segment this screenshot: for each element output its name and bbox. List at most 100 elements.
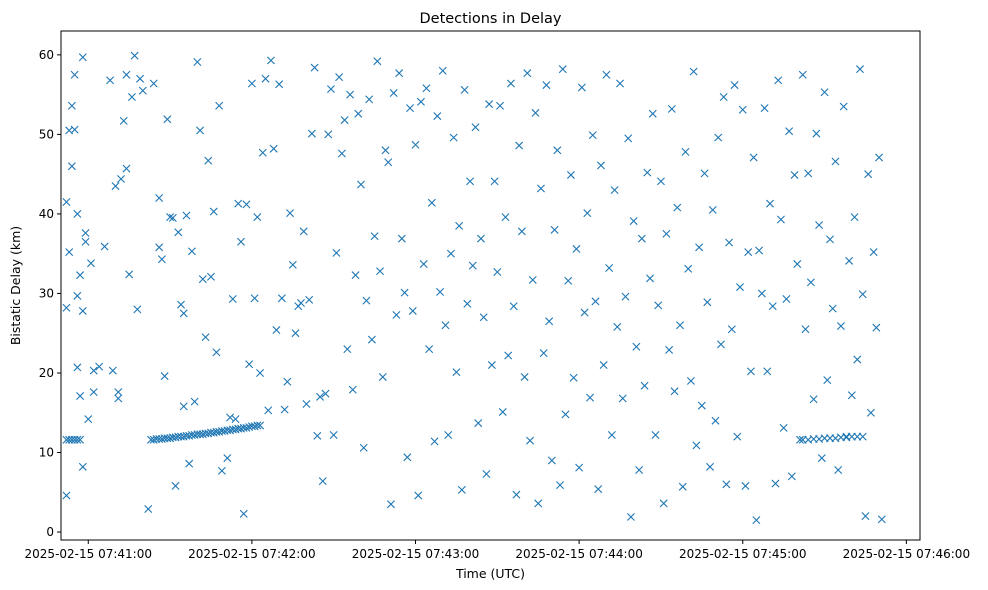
data-point <box>187 247 196 256</box>
data-point <box>433 112 442 121</box>
x-tick-label: 2025-02-15 07:46:00 <box>843 547 970 561</box>
data-point <box>812 129 821 138</box>
data-point <box>264 406 273 415</box>
y-tick-label: 40 <box>39 207 54 221</box>
data-point <box>823 376 832 385</box>
data-point <box>719 93 728 101</box>
data-point <box>217 466 226 475</box>
data-point <box>485 100 494 109</box>
data-point <box>796 435 805 444</box>
data-point <box>127 93 136 101</box>
data-point <box>95 362 104 371</box>
y-axis-label: Bistatic Delay (km) <box>8 226 23 345</box>
data-point <box>716 340 725 349</box>
data-point <box>714 133 723 142</box>
data-point <box>455 221 464 230</box>
data-point <box>536 184 545 193</box>
data-point <box>768 302 777 311</box>
data-point <box>569 373 578 382</box>
data-point <box>321 389 330 398</box>
data-point <box>602 70 611 79</box>
data-point <box>662 229 671 238</box>
data-point <box>179 309 188 318</box>
data-point <box>727 325 736 334</box>
data-point <box>73 363 82 372</box>
scatter-points <box>62 51 886 525</box>
data-point <box>258 148 267 157</box>
data-point <box>373 57 382 66</box>
data-point <box>760 104 769 113</box>
x-axis-label: Time (UTC) <box>455 566 525 581</box>
data-point <box>632 342 641 351</box>
data-point <box>114 388 123 397</box>
data-point <box>67 101 76 110</box>
x-tick-label: 2025-02-15 07:43:00 <box>352 547 479 561</box>
data-point <box>517 227 526 236</box>
y-tick-label: 20 <box>39 366 54 380</box>
data-point <box>741 481 750 490</box>
data-point <box>686 376 695 385</box>
data-point <box>406 104 415 113</box>
data-point <box>487 361 496 370</box>
data-point <box>108 366 117 375</box>
data-point <box>550 225 559 234</box>
x-tick-label: 2025-02-15 07:45:00 <box>679 547 806 561</box>
data-point <box>801 325 810 334</box>
data-point <box>348 385 357 394</box>
data-point <box>711 416 720 425</box>
data-point <box>236 237 245 246</box>
data-point <box>155 194 164 203</box>
data-point <box>610 186 619 195</box>
data-point <box>160 372 169 381</box>
data-point <box>78 462 87 471</box>
data-point <box>76 392 85 401</box>
data-point <box>280 405 289 414</box>
data-point <box>122 164 131 173</box>
data-point <box>752 516 761 525</box>
data-point <box>621 292 630 301</box>
data-point <box>182 211 191 220</box>
data-point <box>561 410 570 419</box>
data-point <box>659 499 668 508</box>
data-point <box>425 345 434 354</box>
data-point <box>416 97 425 106</box>
data-point <box>370 232 379 241</box>
data-point <box>790 170 799 179</box>
data-point <box>637 234 646 243</box>
data-point <box>430 437 439 446</box>
data-point <box>749 153 758 162</box>
data-point <box>395 69 404 78</box>
data-point <box>403 453 412 462</box>
data-point <box>607 431 616 440</box>
data-point <box>239 509 248 518</box>
data-point <box>471 123 480 132</box>
data-point <box>193 58 202 67</box>
data-point <box>286 209 295 218</box>
data-point <box>684 264 693 273</box>
data-point <box>787 472 796 481</box>
data-point <box>397 234 406 243</box>
data-point <box>809 395 818 404</box>
data-point <box>861 512 870 521</box>
data-point <box>247 79 256 88</box>
data-point <box>136 74 145 83</box>
data-point <box>226 413 235 422</box>
data-point <box>828 304 837 313</box>
data-point <box>493 267 502 276</box>
y-axis-ticks: 0 10 20 30 40 50 60 <box>39 48 61 539</box>
data-point <box>558 65 567 74</box>
data-point <box>340 116 349 125</box>
data-point <box>386 500 395 509</box>
data-point <box>436 287 445 296</box>
data-point <box>654 301 663 310</box>
data-point <box>689 67 698 76</box>
data-point <box>144 504 153 513</box>
data-point <box>673 203 682 212</box>
data-point <box>318 477 327 486</box>
data-point <box>100 242 109 251</box>
data-point <box>556 481 565 490</box>
data-point <box>335 73 344 82</box>
data-point <box>531 108 540 117</box>
data-point <box>479 313 488 322</box>
